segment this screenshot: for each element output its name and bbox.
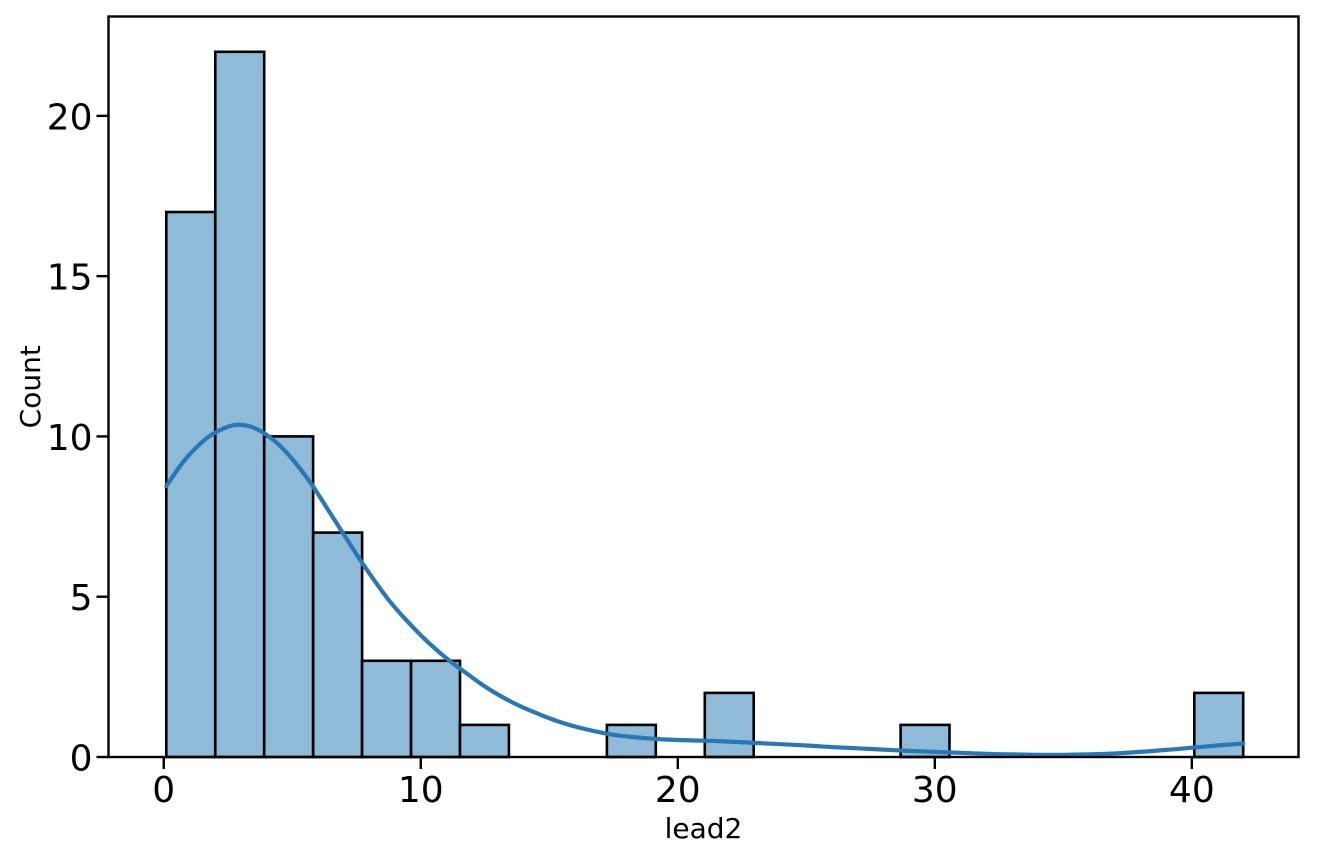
y-tick-label: 10 [47,418,93,459]
y-tick-label: 20 [47,97,93,138]
x-tick-label: 20 [655,770,701,811]
histogram-bar [605,723,658,759]
x-tick-label: 40 [1169,770,1215,811]
x-tick-label: 30 [912,770,958,811]
x-tick-label: 0 [152,770,175,811]
histogram-bar [165,210,217,759]
plot-border [107,15,1300,759]
histogram-bar [214,50,266,759]
kde-curve [164,422,1246,757]
histogram-bar [311,531,364,759]
x-axis-label: lead2 [665,812,743,845]
x-tick-label: 10 [398,770,444,811]
y-tick-label: 0 [70,739,93,780]
y-tick-label: 15 [47,258,93,299]
y-axis-label: Count [14,345,47,428]
histogram-bar [262,435,315,759]
bars-layer [165,50,1245,759]
histogram-bar [409,659,462,759]
histogram-bar [703,691,755,759]
ticks-layer: 0 10 20 30 40 0 5 10 15 20 [47,97,1215,811]
y-tick-label: 5 [70,578,93,619]
histogram-bar [458,723,511,759]
histogram-bar [360,659,413,759]
